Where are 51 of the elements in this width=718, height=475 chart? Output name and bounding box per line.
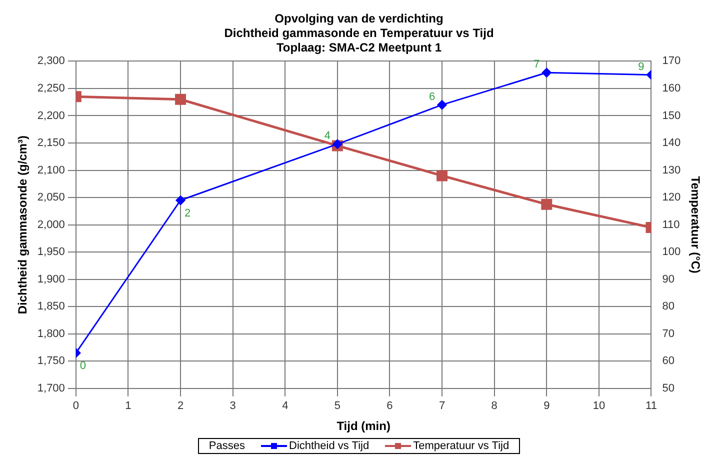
y2-tick-label: 140 [662,137,681,150]
y2-tick-label: 120 [662,192,681,204]
y-tick-label: 2,250 [37,82,65,94]
x-tick-label: 8 [491,400,498,412]
y-tick-label: 2,300 [37,55,65,68]
annotation: 2 [184,207,191,220]
y2-tick-label: 130 [662,164,681,176]
y-tick-label: 1,850 [37,300,65,313]
y-tick-label: 1,950 [37,246,65,258]
y2-tick-label: 100 [662,246,681,258]
x-tick-label: 4 [282,400,288,412]
x-tick-label: 10 [592,400,606,412]
x-tick-label: 0 [72,400,79,412]
y-tick-label: 1,700 [37,382,65,394]
y-tick-label: 2,150 [37,137,65,150]
y-tick-label: 1,800 [37,328,65,340]
x-tick-label: 2 [177,400,184,412]
annotation: 4 [324,130,330,142]
y2-tick-label: 80 [662,300,674,313]
y-tick-label: 2,000 [37,218,65,231]
x-axis-title: Tijd (min) [336,419,390,434]
x-tick-label: 6 [386,400,393,412]
y2-axis-title: Temperatuur (°C) [688,176,702,274]
y-tick-label: 1,900 [37,273,65,286]
y-tick-label: 2,050 [37,192,65,204]
y2-tick-label: 90 [662,273,674,286]
x-tick-label: 7 [438,400,446,412]
x-tick-label: 1 [125,400,132,412]
annotation: 7 [534,58,540,71]
y-tick-label: 2,100 [37,164,65,176]
y2-tick-label: 70 [662,328,674,340]
annotation: 0 [80,360,86,372]
x-tick-label: 3 [230,400,236,412]
annotation: 6 [428,90,436,103]
y2-tick-label: 170 [662,55,681,68]
legend-title: Passes [208,440,245,452]
legend-label: Temperatuur vs Tijd [413,440,510,452]
y2-tick-label: 110 [662,218,680,231]
y2-tick-label: 60 [662,355,674,368]
y2-tick-label: 150 [662,110,681,122]
chart-title: Opvolging van de verdichting Dichtheid gammasonde en Temperatuur vs Tijd Toplaag: SMA-C2 Meetpunt 1 [224,12,494,54]
y-tick-label: 2,200 [37,110,65,122]
x-tick-label: 9 [544,400,550,412]
x-tick-label: 11 [646,400,657,412]
legend-label: Dichtheid vs Tijd [289,440,370,452]
y-axis-title: Dichtheid gammasonde (g/cm³) [16,135,30,314]
annotation: 9 [638,60,644,73]
x-tick-label: 5 [334,400,340,412]
y-tick-label: 1,750 [37,355,65,368]
y2-tick-label: 160 [662,82,681,94]
y2-tick-label: 50 [662,382,674,394]
